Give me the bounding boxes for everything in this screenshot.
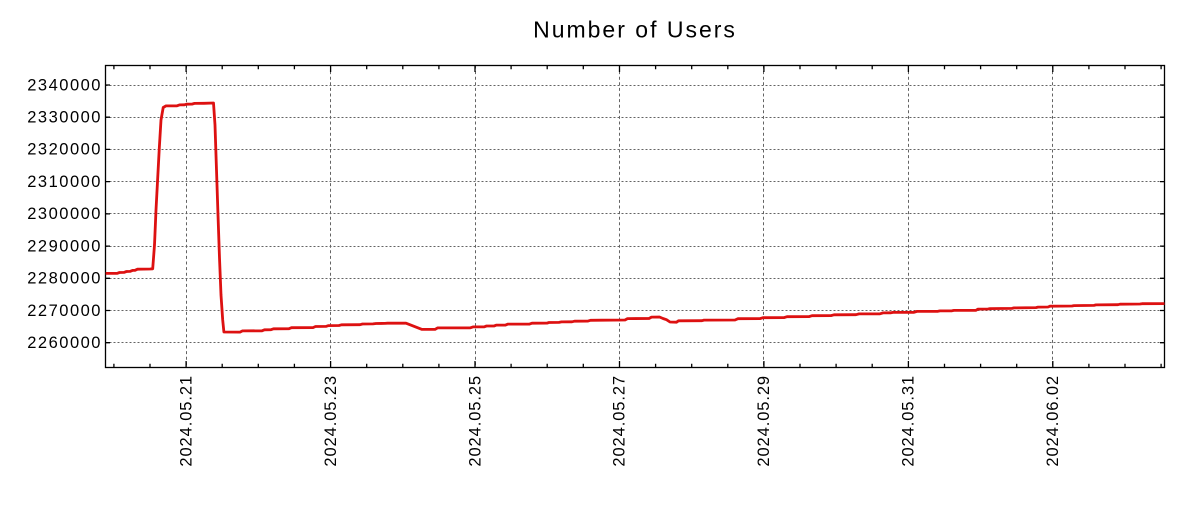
svg-text:2024.05.31: 2024.05.31 (900, 375, 918, 467)
svg-text:2320000: 2320000 (27, 141, 102, 159)
svg-text:2280000: 2280000 (27, 270, 102, 288)
svg-text:2024.05.25: 2024.05.25 (466, 375, 484, 467)
svg-text:2260000: 2260000 (27, 334, 102, 352)
svg-text:2270000: 2270000 (27, 302, 102, 320)
svg-text:2300000: 2300000 (27, 205, 102, 223)
svg-text:2024.05.29: 2024.05.29 (755, 375, 773, 467)
svg-text:2024.05.21: 2024.05.21 (177, 375, 195, 467)
svg-text:2024.05.23: 2024.05.23 (322, 375, 340, 467)
svg-text:2024.06.02: 2024.06.02 (1044, 375, 1062, 467)
svg-text:2290000: 2290000 (27, 237, 102, 255)
svg-text:2330000: 2330000 (27, 109, 102, 127)
svg-text:2340000: 2340000 (27, 76, 102, 94)
svg-text:2024.05.27: 2024.05.27 (611, 375, 629, 467)
svg-text:Number of Users: Number of Users (533, 17, 737, 43)
svg-text:2310000: 2310000 (27, 173, 102, 191)
